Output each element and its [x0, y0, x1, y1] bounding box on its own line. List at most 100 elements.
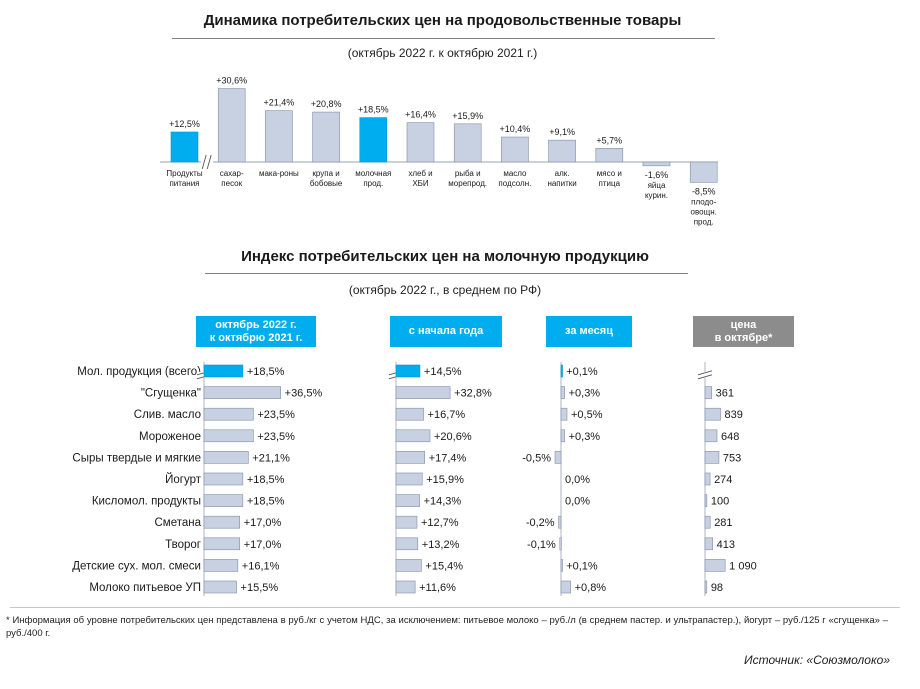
top-category-label-5-0: хлеб и [408, 169, 432, 178]
bar-s1-r1 [395, 386, 451, 399]
value-label-s3-r2: 839 [725, 409, 743, 421]
col-axis-break-gap-3 [698, 371, 712, 378]
value-label-s1-r5: +15,9% [426, 474, 464, 486]
value-label-s2-r5: 0,0% [565, 474, 590, 486]
top-category-label-10-0: яйца [648, 181, 666, 190]
row-label-5: Йогурт [165, 473, 202, 486]
bar-s1-r0 [395, 364, 421, 378]
top-bar-5 [406, 122, 435, 163]
bar-s0-r3 [203, 429, 254, 443]
row-label-2: Слив. масло [134, 409, 201, 421]
value-label-s2-r10: +0,8% [575, 582, 607, 594]
bottom-chart-title: Индекс потребительских цен на молочную п… [241, 248, 649, 265]
bottom-title-rule [205, 273, 688, 274]
value-label-s0-r10: +15,5% [241, 582, 279, 594]
bar-s3-r1 [704, 386, 712, 399]
value-label-s2-r6: 0,0% [565, 496, 590, 508]
top-category-label-7-0: масло [503, 169, 527, 178]
value-label-s2-r1: +0,3% [569, 388, 601, 400]
bar-s0-r9 [203, 559, 239, 572]
top-bar-6 [453, 123, 482, 163]
value-label-s3-r9: 1 090 [729, 560, 757, 572]
top-value-label-9: +5,7% [596, 135, 622, 145]
bar-s2-r8 [559, 537, 562, 551]
bar-s3-r9 [704, 559, 726, 572]
bar-s2-r1 [560, 386, 565, 399]
bar-s3-r8 [704, 537, 713, 551]
top-category-label-8-1: напитки [547, 179, 576, 188]
top-value-label-0: +12,5% [169, 119, 200, 129]
top-axis-break-mark [206, 154, 212, 170]
source-note: Источник: «Союзмолоко» [744, 653, 890, 667]
value-label-s1-r2: +16,7% [428, 409, 466, 421]
value-label-s1-r10: +11,6% [419, 582, 456, 594]
value-label-s0-r9: +16,1% [242, 560, 280, 572]
value-label-s0-r3: +23,5% [257, 431, 295, 443]
bar-s1-r6 [395, 494, 420, 507]
value-label-s0-r1: +36,5% [285, 388, 323, 400]
value-label-s3-r3: 648 [721, 431, 739, 443]
top-category-label-1-0: сахар- [220, 169, 244, 178]
value-label-s0-r5: +18,5% [247, 474, 285, 486]
bar-s2-r7 [558, 515, 562, 529]
value-label-s3-r6: 100 [711, 496, 729, 508]
top-category-label-11-0: плодо- [691, 197, 716, 206]
top-category-label-5-1: ХБИ [412, 179, 429, 188]
top-category-label-9-0: мясо и [597, 169, 622, 178]
bar-s3-r4 [704, 451, 720, 464]
value-label-s2-r3: +0,3% [569, 431, 601, 443]
top-bar-7 [501, 136, 529, 163]
header-month: за месяц [546, 316, 632, 347]
value-label-s0-r0: +18,5% [247, 366, 285, 378]
top-category-label-1-1: песок [221, 179, 242, 188]
value-label-s0-r8: +17,0% [244, 539, 282, 551]
bar-s3-r10 [704, 580, 708, 594]
top-category-label-0-1: питания [169, 179, 199, 188]
top-value-label-5: +16,4% [405, 110, 436, 120]
row-label-10: Молоко питьевое УП [89, 582, 201, 594]
value-label-s1-r0: +14,5% [424, 366, 462, 378]
top-value-label-11: -8,5% [692, 186, 716, 196]
bar-s3-r2 [704, 407, 721, 421]
top-category-label-4-0: молочная [355, 169, 391, 178]
footnote-divider [10, 607, 900, 608]
top-title-rule [172, 38, 715, 39]
bottom-chart-subtitle: (октябрь 2022 г., в среднем по РФ) [348, 283, 542, 297]
top-category-label-7-1: подсолн. [498, 179, 531, 188]
header-year-to-date: с начала года [390, 316, 502, 347]
value-label-s0-r4: +21,1% [252, 452, 290, 464]
top-bar-0 [170, 131, 199, 163]
bar-s2-r2 [560, 407, 568, 421]
top-value-label-1: +30,6% [216, 76, 247, 86]
row-label-3: Мороженое [139, 431, 201, 443]
top-value-label-2: +21,4% [264, 98, 295, 108]
top-category-label-11-1: овощн. [691, 207, 717, 216]
value-label-s1-r7: +12,7% [421, 517, 459, 529]
top-category-label-11-2: прод. [694, 217, 714, 226]
value-label-s1-r6: +14,3% [424, 496, 462, 508]
value-label-s1-r1: +32,8% [454, 388, 492, 400]
top-bar-11 [689, 161, 718, 183]
row-label-8: Творог [165, 539, 201, 551]
value-label-s1-r4: +17,4% [429, 452, 467, 464]
top-category-label-0-0: Продукты [166, 169, 202, 178]
value-label-s2-r7: -0,2% [526, 517, 555, 529]
top-axis-break-mark [201, 154, 207, 170]
bar-s2-r10 [560, 580, 571, 594]
top-category-label-3-1: бобовые [310, 179, 343, 188]
bar-s1-r2 [395, 407, 424, 421]
bar-s3-r3 [704, 429, 718, 443]
bar-s3-r5 [704, 472, 711, 486]
bar-s2-r3 [560, 429, 565, 443]
top-category-label-6-1: морепрод. [448, 179, 487, 188]
bar-s0-r1 [203, 386, 281, 399]
bar-s1-r4 [395, 451, 426, 464]
bar-s0-r6 [203, 494, 244, 507]
top-chart-title: Динамика потребительских цен на продовол… [203, 12, 682, 29]
top-bar-10 [642, 161, 671, 167]
top-category-label-4-1: прод. [363, 179, 383, 188]
bar-s1-r9 [395, 559, 422, 572]
header-price-october: цена в октябре* [693, 316, 794, 347]
row-label-0: Мол. продукция (всего) [77, 366, 201, 378]
